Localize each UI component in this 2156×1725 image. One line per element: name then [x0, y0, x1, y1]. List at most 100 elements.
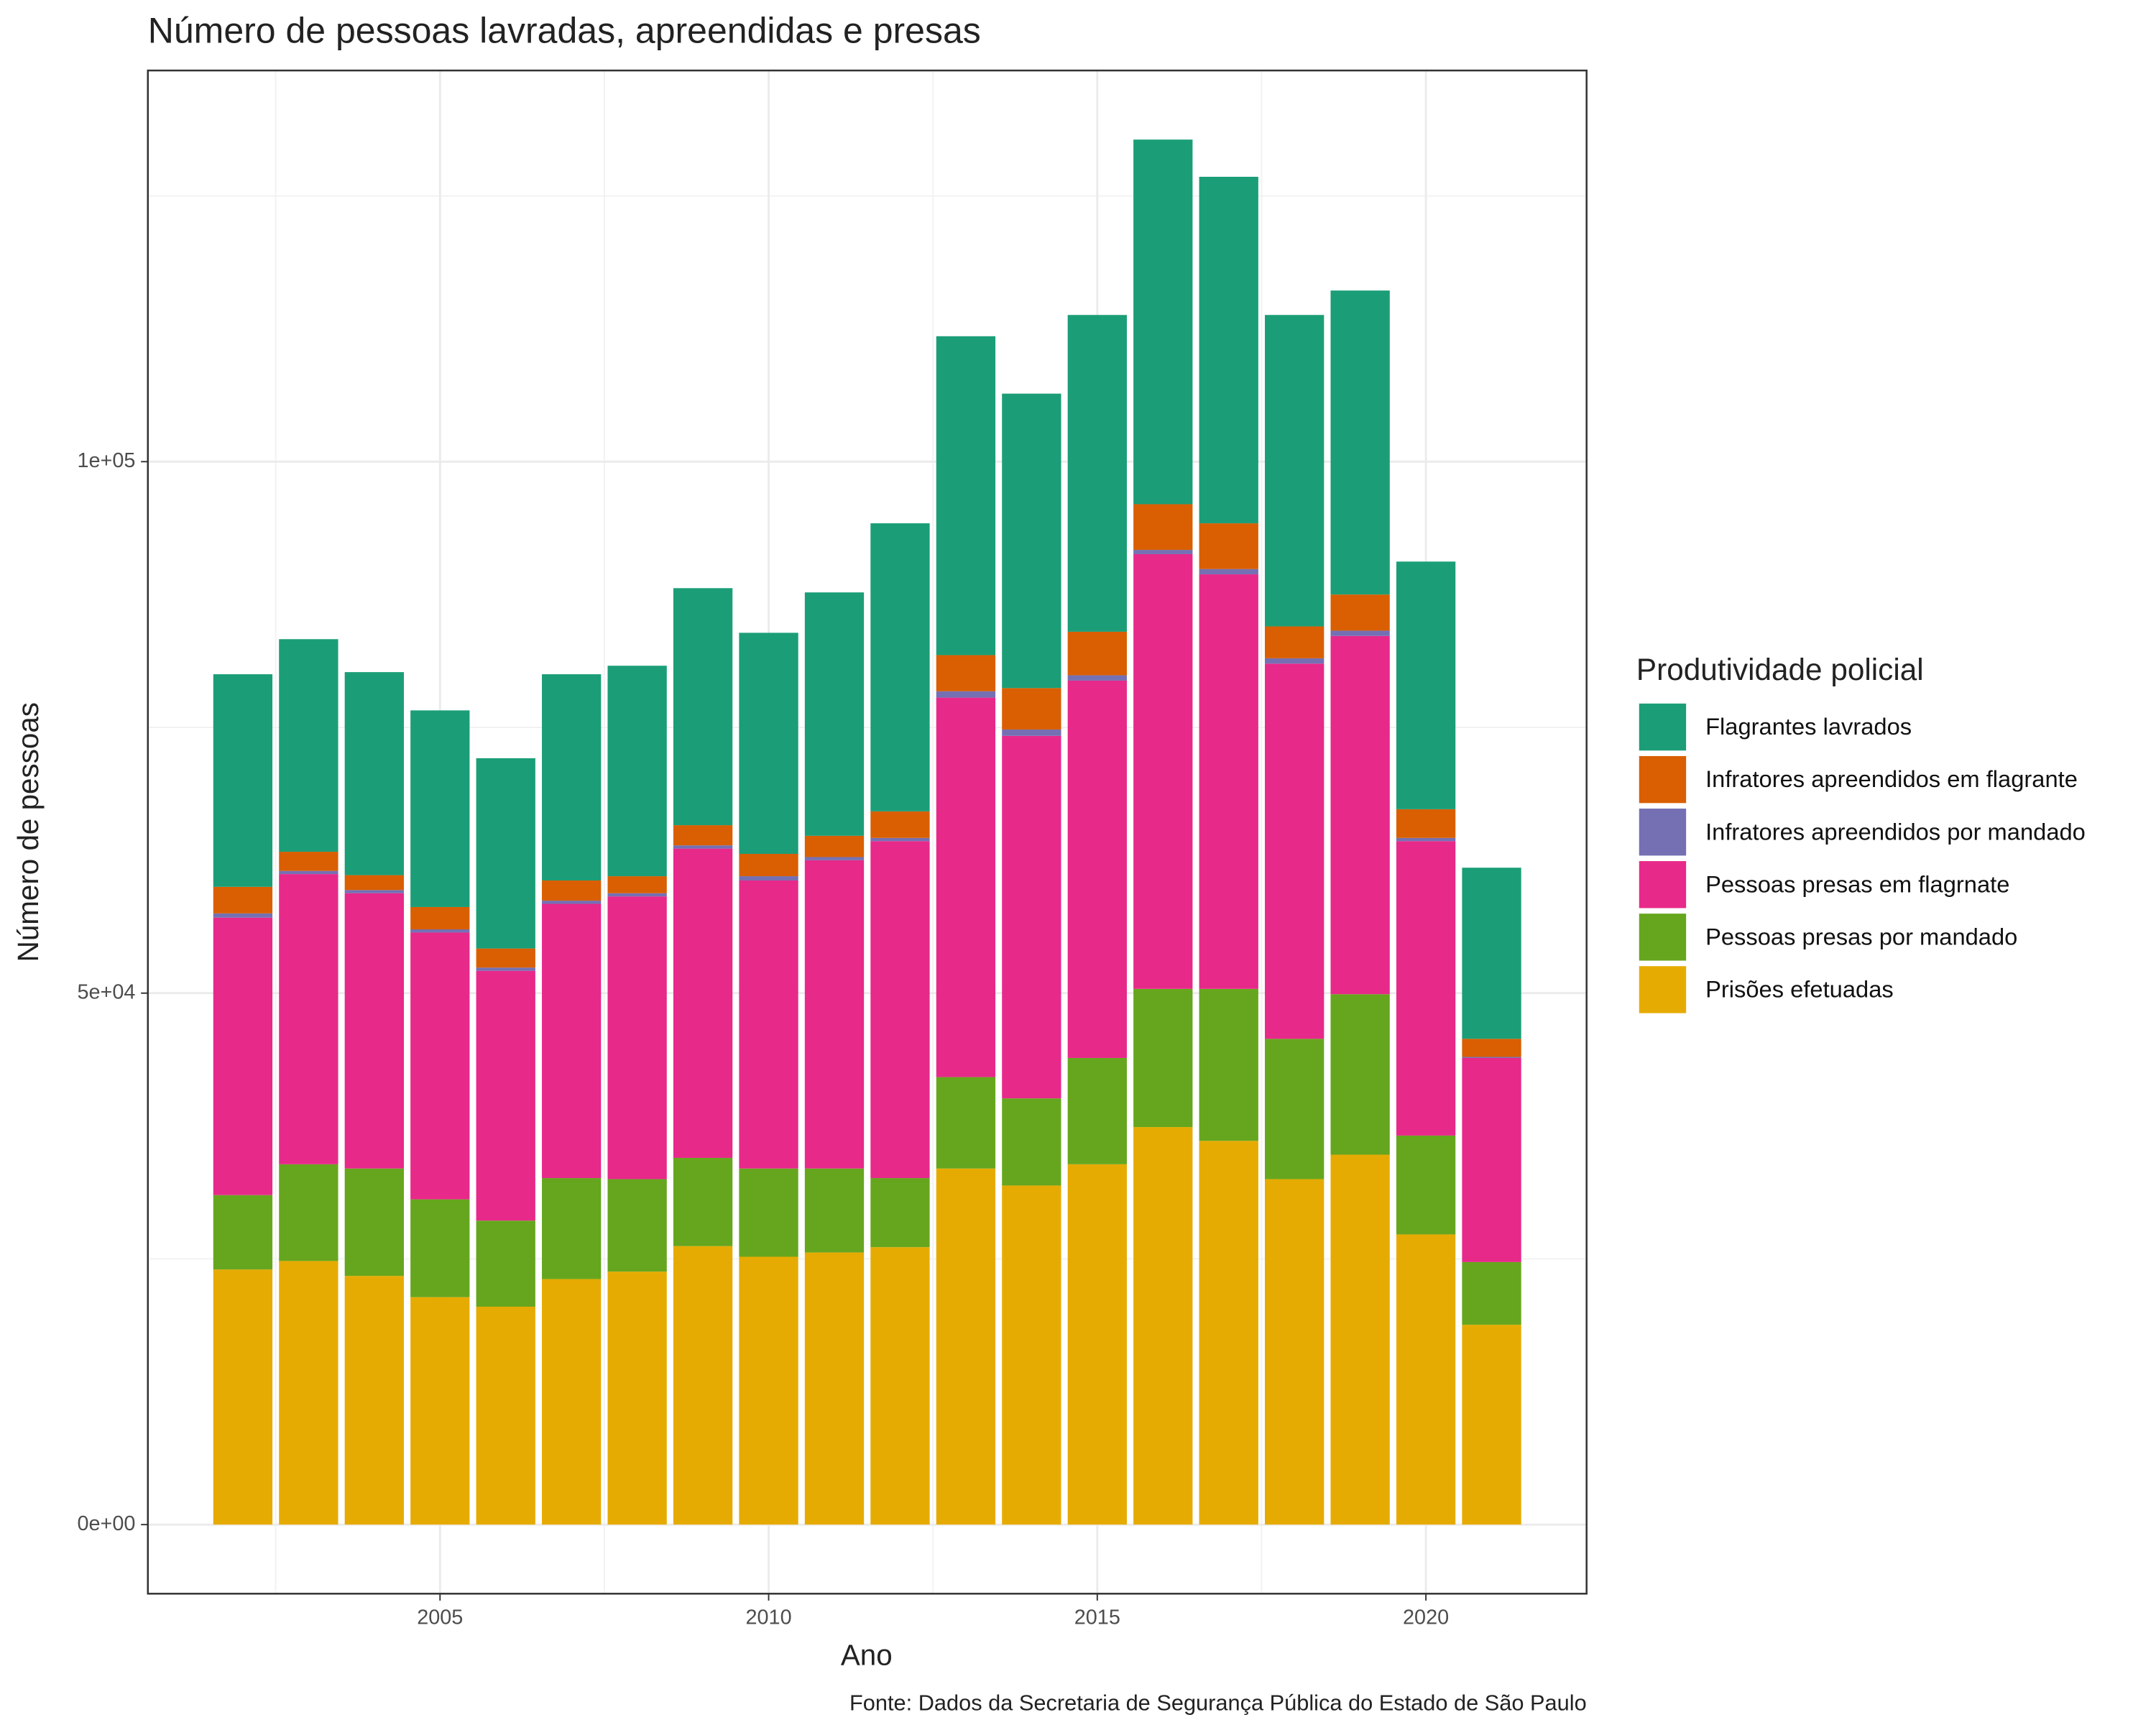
bar-segment	[279, 870, 338, 875]
bar-segment	[1462, 1057, 1521, 1262]
bar-segment	[542, 674, 602, 880]
legend-label: Flagrantes lavrados	[1705, 713, 1912, 740]
bar-segment	[344, 1276, 404, 1525]
bar-segment	[476, 948, 535, 968]
x-tick-label: 2005	[417, 1606, 463, 1629]
bar-segment	[213, 917, 273, 1195]
bar-segment	[739, 632, 798, 855]
bar-segment	[1067, 1164, 1127, 1525]
legend-key	[1639, 703, 1687, 751]
legend-key	[1639, 966, 1687, 1013]
bar-segment	[804, 1168, 865, 1253]
y-axis-title: Número de pessoas	[11, 702, 45, 962]
bar-segment	[279, 639, 338, 852]
bar-segment	[1396, 809, 1456, 838]
y-tick-label: 0e+00	[77, 1512, 135, 1535]
bar-segment	[673, 1157, 733, 1246]
bar-segment	[542, 1279, 602, 1525]
bar-segment	[804, 1252, 865, 1525]
chart-title: Número de pessoas lavradas, apreendidas …	[148, 10, 981, 50]
y-tick-label: 1e+05	[77, 449, 135, 472]
bar-segment	[1133, 553, 1193, 989]
bar-segment	[410, 932, 470, 1200]
bar-segment	[936, 697, 996, 1077]
legend-key	[1639, 809, 1687, 856]
bar-segment	[804, 835, 865, 857]
bar-segment	[1133, 139, 1193, 505]
bar-segment	[344, 893, 404, 1169]
bar-segment	[607, 666, 667, 877]
bar-segment	[410, 906, 470, 930]
bar-segment	[1002, 1098, 1061, 1186]
bar-segment	[1199, 176, 1258, 524]
bar-segment	[739, 854, 798, 877]
bar-segment	[1462, 1325, 1521, 1525]
bar-segment	[870, 1247, 930, 1525]
bar-segment	[542, 880, 602, 901]
bar-segment	[804, 857, 865, 860]
bar-segment	[739, 876, 798, 880]
bar-segment	[673, 848, 733, 1158]
bar-segment	[542, 1178, 602, 1279]
legend-key	[1639, 914, 1687, 961]
bar-segment	[607, 893, 667, 897]
bar-segment	[936, 336, 996, 656]
bar-segment	[1330, 630, 1390, 636]
bar-segment	[804, 592, 865, 836]
bar-segment	[1133, 988, 1193, 1128]
bar-segment	[673, 588, 733, 826]
bar-segment	[936, 1077, 996, 1169]
bar-segment	[1462, 868, 1521, 1039]
bar-segment	[870, 837, 930, 842]
bar-segment	[804, 860, 865, 1169]
bar-segment	[1199, 988, 1258, 1141]
x-axis-title: Ano	[841, 1638, 893, 1671]
bar-segment	[1462, 1039, 1521, 1057]
bar-segment	[1199, 523, 1258, 569]
bar-segment	[1002, 1185, 1061, 1525]
x-tick-label: 2010	[745, 1606, 791, 1629]
bar-segment	[870, 523, 930, 811]
bar-segment	[936, 655, 996, 691]
bar-segment	[410, 1199, 470, 1297]
bar-segment	[1330, 594, 1390, 631]
bar-segment	[607, 1271, 667, 1525]
bar-segment	[1199, 569, 1258, 575]
bar-segment	[673, 1246, 733, 1525]
plot-border	[147, 69, 1588, 1595]
bar-segment	[542, 901, 602, 904]
bar-segment	[1265, 1179, 1325, 1525]
bar-segment	[344, 875, 404, 891]
bar-segment	[1133, 504, 1193, 551]
legend-label: Infratores apreendidos em flagrante	[1705, 765, 2078, 792]
legend-label: Pessoas presas em flagrnate	[1705, 870, 2009, 897]
bar-segment	[279, 1164, 338, 1261]
bar-segment	[607, 896, 667, 1179]
bar-segment	[476, 1307, 535, 1525]
bar-segment	[1396, 561, 1456, 809]
bar-segment	[1067, 1057, 1127, 1164]
bar-segment	[1462, 1261, 1521, 1325]
bar-segment	[1067, 675, 1127, 681]
bar-segment	[1396, 837, 1456, 842]
bar-segment	[1002, 735, 1061, 1099]
bar-segment	[870, 1178, 930, 1248]
bar-segment	[1265, 663, 1325, 1039]
bar-segment	[476, 967, 535, 971]
bar-segment	[673, 825, 733, 846]
bar-segment	[1265, 315, 1325, 627]
bar-segment	[1330, 635, 1390, 995]
legend-title: Produtividade policial	[1636, 653, 1924, 686]
bar-segment	[870, 841, 930, 1179]
bar-segment	[476, 1220, 535, 1307]
bar-segment	[279, 874, 338, 1164]
bar-segment	[1396, 841, 1456, 1136]
bar-segment	[739, 1256, 798, 1525]
caption: Fonte: Dados da Secretaria de Segurança …	[849, 1690, 1587, 1715]
bar-segment	[279, 1261, 338, 1525]
bar-segment	[213, 886, 273, 914]
y-tick-label: 5e+04	[77, 980, 135, 1003]
bar-segment	[1002, 393, 1061, 689]
bar-segment	[542, 903, 602, 1179]
bar-segment	[673, 845, 733, 849]
